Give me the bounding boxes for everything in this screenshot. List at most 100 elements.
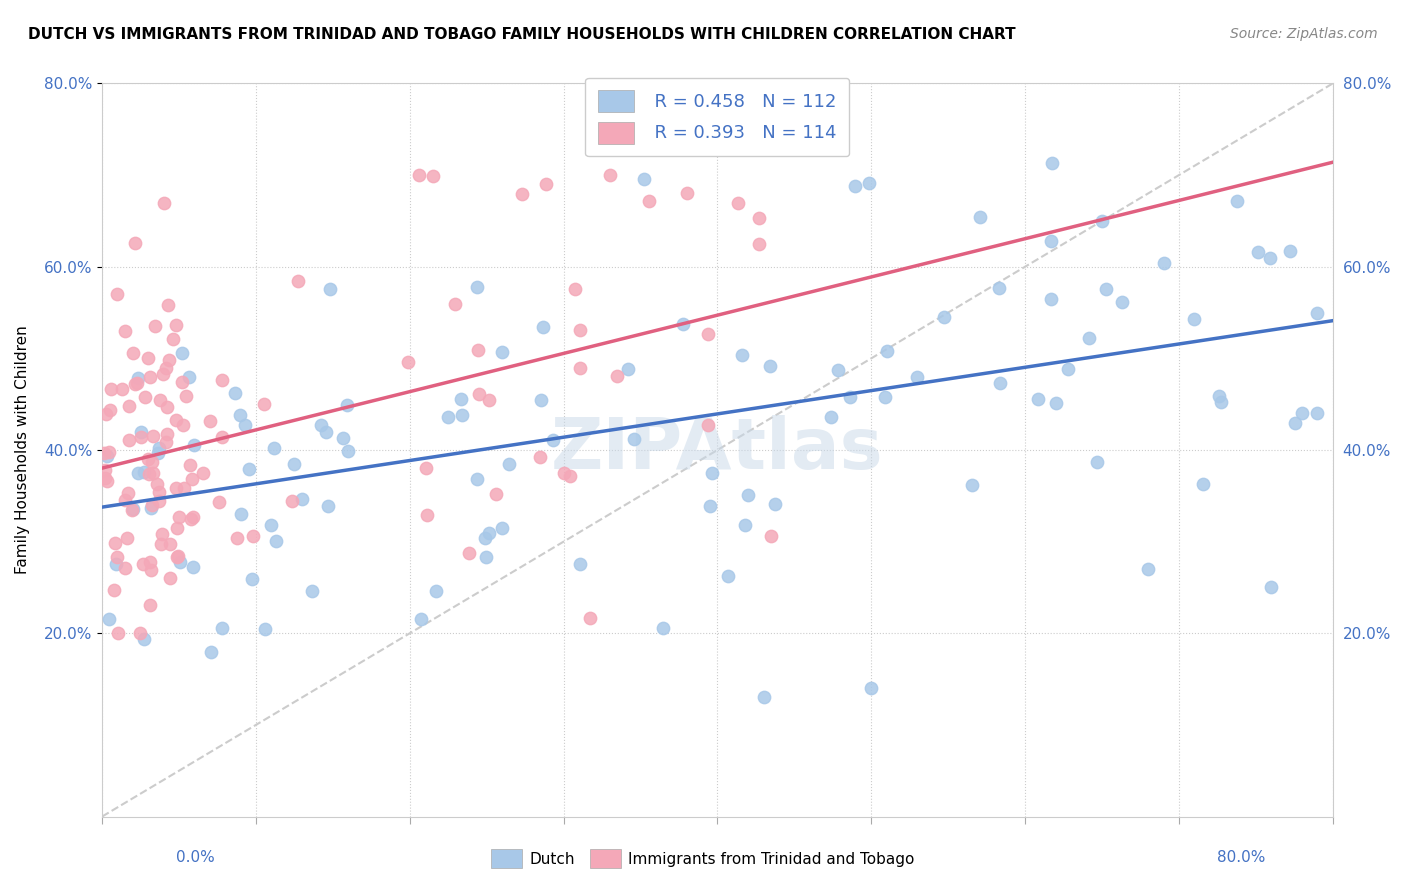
Point xyxy=(717,568,740,582)
Point xyxy=(1182,312,1205,326)
Point xyxy=(211,621,233,635)
Point xyxy=(145,318,167,333)
Point xyxy=(114,324,136,338)
Point xyxy=(747,236,769,251)
Point xyxy=(98,402,121,417)
Point xyxy=(633,172,655,186)
Point xyxy=(465,472,488,486)
Point xyxy=(844,178,866,193)
Point xyxy=(159,571,181,585)
Point xyxy=(1028,392,1050,406)
Point xyxy=(1045,396,1067,410)
Point xyxy=(114,560,136,574)
Point xyxy=(145,477,167,491)
Point xyxy=(1260,581,1282,595)
Text: DUTCH VS IMMIGRANTS FROM TRINIDAD AND TOBAGO FAMILY HOUSEHOLDS WITH CHILDREN COR: DUTCH VS IMMIGRANTS FROM TRINIDAD AND TO… xyxy=(28,27,1015,42)
Point xyxy=(141,455,163,469)
Point xyxy=(638,194,661,209)
Point xyxy=(165,413,187,427)
Point xyxy=(1039,292,1062,306)
Point xyxy=(558,469,581,483)
Point xyxy=(291,492,314,507)
Point xyxy=(121,503,143,517)
Point xyxy=(782,95,804,109)
Point xyxy=(157,297,180,311)
Point xyxy=(183,510,205,524)
Point xyxy=(127,467,149,481)
Point xyxy=(134,466,156,480)
Point xyxy=(166,521,188,535)
Point xyxy=(141,563,163,577)
Point xyxy=(443,297,465,311)
Point xyxy=(531,319,554,334)
Point xyxy=(672,317,695,331)
Point xyxy=(229,408,252,422)
Point xyxy=(467,343,489,358)
Point xyxy=(253,397,276,411)
Point xyxy=(491,344,513,359)
Point xyxy=(1211,394,1233,409)
Point xyxy=(860,681,883,696)
Point xyxy=(450,392,472,406)
Point xyxy=(734,517,756,532)
Point xyxy=(498,457,520,471)
Point xyxy=(1192,477,1215,491)
Point xyxy=(124,377,146,392)
Point xyxy=(179,458,201,473)
Point xyxy=(211,429,233,443)
Point xyxy=(332,431,354,445)
Point xyxy=(287,274,309,288)
Y-axis label: Family Households with Children: Family Households with Children xyxy=(15,326,30,574)
Point xyxy=(115,531,138,545)
Legend: Dutch, Immigrants from Trinidad and Tobago: Dutch, Immigrants from Trinidad and Toba… xyxy=(484,841,922,875)
Point xyxy=(409,612,432,626)
Point xyxy=(96,474,118,488)
Point xyxy=(117,486,139,500)
Point xyxy=(301,583,323,598)
Point xyxy=(568,361,591,376)
Point xyxy=(534,178,557,192)
Point xyxy=(553,466,575,480)
Point xyxy=(1094,282,1116,296)
Point xyxy=(129,430,152,444)
Point xyxy=(155,435,177,450)
Point xyxy=(875,390,897,404)
Point xyxy=(242,529,264,543)
Point xyxy=(139,370,162,384)
Point xyxy=(699,499,721,513)
Point xyxy=(138,451,160,466)
Point xyxy=(233,418,256,433)
Point xyxy=(450,408,472,422)
Point xyxy=(181,560,204,574)
Point xyxy=(114,492,136,507)
Point xyxy=(763,497,786,511)
Point xyxy=(254,622,277,636)
Point xyxy=(315,425,337,439)
Point xyxy=(696,327,718,342)
Point xyxy=(727,196,749,211)
Point xyxy=(173,481,195,495)
Point xyxy=(876,344,898,359)
Point xyxy=(1085,455,1108,469)
Legend:   R = 0.458   N = 112,   R = 0.393   N = 114: R = 0.458 N = 112, R = 0.393 N = 114 xyxy=(585,78,849,156)
Point xyxy=(104,557,127,571)
Point xyxy=(107,626,129,640)
Point xyxy=(141,498,163,512)
Point xyxy=(578,610,600,624)
Point xyxy=(155,361,177,376)
Point xyxy=(281,493,304,508)
Point xyxy=(1042,155,1064,169)
Point xyxy=(700,467,723,481)
Point xyxy=(422,169,444,184)
Point xyxy=(172,346,194,360)
Point xyxy=(260,518,283,533)
Point xyxy=(564,282,586,296)
Point xyxy=(1137,562,1160,576)
Point xyxy=(907,370,929,384)
Point xyxy=(122,346,145,360)
Point xyxy=(94,471,117,485)
Point xyxy=(132,632,155,646)
Point xyxy=(934,310,956,324)
Point xyxy=(1291,406,1313,420)
Point xyxy=(139,556,162,570)
